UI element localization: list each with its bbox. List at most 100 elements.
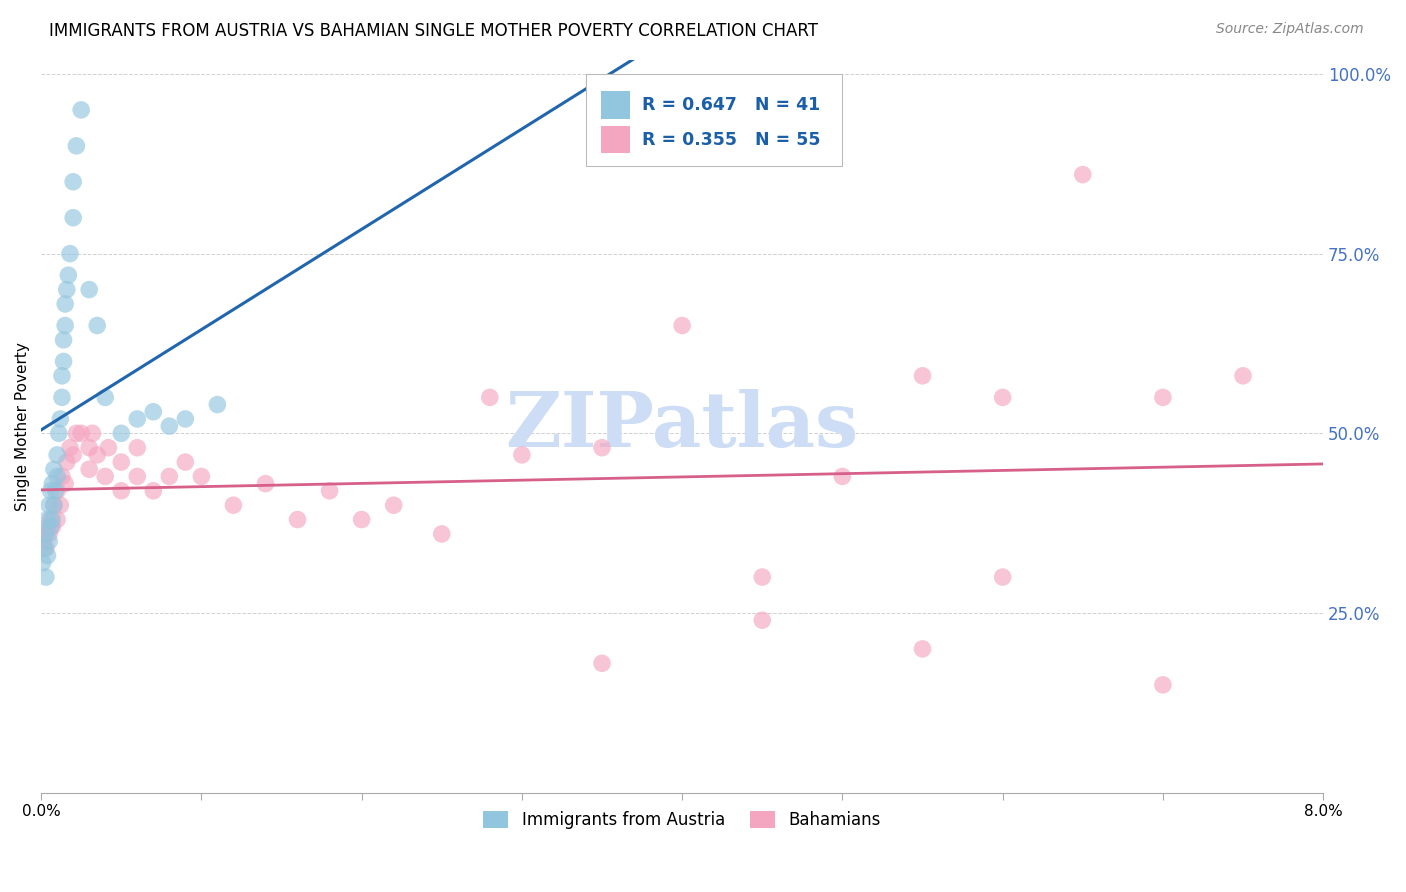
Point bbox=[142, 483, 165, 498]
Point bbox=[49, 498, 72, 512]
Point bbox=[911, 368, 934, 383]
Point bbox=[41, 476, 63, 491]
Point bbox=[51, 368, 73, 383]
Point bbox=[51, 390, 73, 404]
Point bbox=[70, 426, 93, 441]
Point bbox=[53, 297, 76, 311]
Point bbox=[86, 448, 108, 462]
Point bbox=[77, 462, 100, 476]
Text: ZIPatlas: ZIPatlas bbox=[506, 389, 859, 463]
Point bbox=[42, 498, 65, 512]
Point bbox=[287, 512, 309, 526]
Point bbox=[94, 469, 117, 483]
Point bbox=[478, 390, 501, 404]
Text: Source: ZipAtlas.com: Source: ZipAtlas.com bbox=[1216, 22, 1364, 37]
Point bbox=[37, 512, 59, 526]
Point bbox=[62, 175, 84, 189]
Bar bbox=[602, 126, 630, 153]
Point bbox=[58, 268, 80, 283]
Point bbox=[591, 441, 613, 455]
Text: R = 0.647   N = 41: R = 0.647 N = 41 bbox=[643, 96, 821, 114]
Point bbox=[831, 469, 853, 483]
Point bbox=[1071, 168, 1094, 182]
Point bbox=[42, 498, 65, 512]
Point bbox=[127, 412, 149, 426]
Point bbox=[46, 512, 69, 526]
Point bbox=[174, 455, 197, 469]
Point bbox=[42, 462, 65, 476]
Point bbox=[62, 448, 84, 462]
Point bbox=[34, 541, 56, 556]
Point bbox=[157, 419, 180, 434]
Point bbox=[37, 549, 59, 563]
Point bbox=[110, 455, 132, 469]
Point bbox=[41, 520, 63, 534]
Point bbox=[97, 441, 120, 455]
Point bbox=[38, 534, 60, 549]
Point bbox=[53, 318, 76, 333]
Point bbox=[46, 469, 69, 483]
Point bbox=[157, 469, 180, 483]
Point bbox=[110, 426, 132, 441]
Point bbox=[70, 103, 93, 117]
Point bbox=[31, 534, 53, 549]
Point bbox=[510, 448, 533, 462]
Point bbox=[55, 455, 77, 469]
Point bbox=[37, 520, 59, 534]
Point bbox=[77, 283, 100, 297]
Point bbox=[1152, 390, 1174, 404]
Point bbox=[35, 570, 58, 584]
Point bbox=[38, 498, 60, 512]
Point bbox=[38, 527, 60, 541]
Point bbox=[59, 246, 82, 260]
Point bbox=[35, 541, 58, 556]
Point bbox=[59, 441, 82, 455]
Point bbox=[53, 476, 76, 491]
Point bbox=[31, 556, 53, 570]
Point bbox=[110, 483, 132, 498]
Point bbox=[671, 318, 693, 333]
Point bbox=[127, 441, 149, 455]
Point bbox=[751, 613, 773, 627]
Point bbox=[82, 426, 104, 441]
Point bbox=[382, 498, 405, 512]
Point bbox=[991, 390, 1014, 404]
Point bbox=[142, 405, 165, 419]
Point bbox=[39, 520, 62, 534]
Point bbox=[52, 354, 75, 368]
Text: IMMIGRANTS FROM AUSTRIA VS BAHAMIAN SINGLE MOTHER POVERTY CORRELATION CHART: IMMIGRANTS FROM AUSTRIA VS BAHAMIAN SING… bbox=[49, 22, 818, 40]
Point bbox=[51, 469, 73, 483]
Point bbox=[46, 448, 69, 462]
Point bbox=[591, 657, 613, 671]
Point bbox=[46, 483, 69, 498]
Point bbox=[222, 498, 245, 512]
Point bbox=[39, 512, 62, 526]
Point bbox=[62, 211, 84, 225]
Point bbox=[350, 512, 373, 526]
Point bbox=[911, 641, 934, 656]
FancyBboxPatch shape bbox=[586, 74, 842, 166]
Point bbox=[1152, 678, 1174, 692]
Text: R = 0.355   N = 55: R = 0.355 N = 55 bbox=[643, 130, 821, 148]
Bar bbox=[602, 91, 630, 119]
Point bbox=[65, 426, 87, 441]
Point bbox=[1232, 368, 1254, 383]
Point bbox=[86, 318, 108, 333]
Point bbox=[77, 441, 100, 455]
Point bbox=[52, 333, 75, 347]
Point bbox=[34, 527, 56, 541]
Point bbox=[190, 469, 212, 483]
Point bbox=[49, 412, 72, 426]
Point bbox=[44, 483, 66, 498]
Point bbox=[48, 426, 70, 441]
Point bbox=[55, 283, 77, 297]
Point bbox=[127, 469, 149, 483]
Point bbox=[430, 527, 453, 541]
Point bbox=[65, 138, 87, 153]
Point bbox=[751, 570, 773, 584]
Legend: Immigrants from Austria, Bahamians: Immigrants from Austria, Bahamians bbox=[477, 804, 887, 836]
Y-axis label: Single Mother Poverty: Single Mother Poverty bbox=[15, 342, 30, 510]
Point bbox=[207, 398, 229, 412]
Point bbox=[254, 476, 277, 491]
Point bbox=[318, 483, 340, 498]
